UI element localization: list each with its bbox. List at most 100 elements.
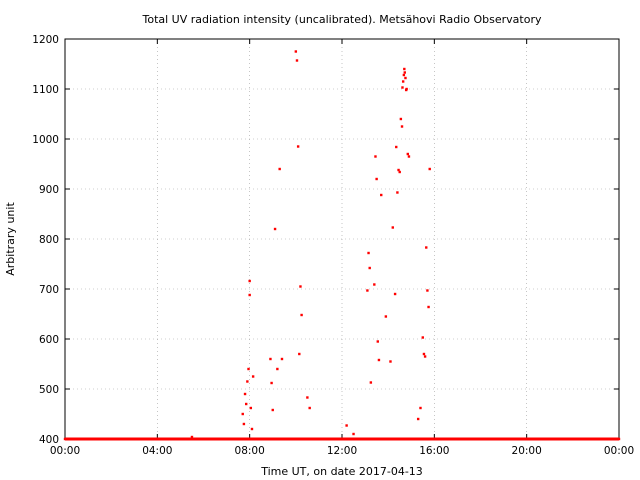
data-point [433, 437, 436, 441]
data-point [273, 227, 277, 231]
data-point [270, 381, 273, 385]
data-point [269, 357, 272, 361]
data-point [109, 437, 113, 441]
data-point [190, 435, 194, 439]
x-tick-label: 00:00 [604, 445, 634, 457]
data-point [426, 289, 429, 292]
data-point [167, 437, 171, 441]
x-tick-label: 12:00 [327, 445, 357, 457]
data-point [456, 437, 459, 441]
data-point [249, 406, 253, 410]
data-point [179, 437, 182, 441]
data-point [380, 193, 383, 197]
x-tick-label: 08:00 [235, 445, 265, 457]
data-point [295, 59, 299, 62]
x-tick-label: 04:00 [142, 445, 172, 457]
data-point [525, 437, 528, 441]
data-point [280, 357, 284, 361]
data-point [377, 358, 381, 362]
x-tick-label: 16:00 [419, 445, 449, 457]
x-axis-title: Time UT, on date 2017-04-13 [260, 465, 423, 478]
x-tick-label: 00:00 [50, 445, 80, 457]
data-point [368, 266, 371, 270]
data-point [421, 336, 424, 339]
data-point [247, 367, 250, 371]
data-point [399, 117, 403, 121]
data-point [402, 73, 406, 77]
data-point [243, 392, 247, 396]
data-point [308, 406, 311, 410]
data-point [367, 251, 370, 255]
data-point [398, 170, 401, 174]
data-point [276, 367, 279, 371]
x-tick-label: 20:00 [512, 445, 542, 457]
data-point [406, 152, 409, 156]
data-point [425, 246, 428, 249]
data-point [423, 355, 427, 358]
grid-layer [65, 39, 619, 439]
data-point [299, 285, 302, 288]
data-point-layer [63, 50, 621, 441]
data-point [395, 145, 398, 149]
data-point [121, 437, 124, 441]
data-point [242, 422, 246, 426]
data-point [404, 76, 407, 80]
data-point [548, 437, 551, 441]
data-point [366, 289, 369, 292]
y-axis-title: Arbitrary unit [4, 202, 17, 276]
data-point [278, 167, 281, 171]
data-point [419, 406, 422, 410]
data-point [202, 437, 205, 441]
data-point [156, 437, 159, 441]
data-point [225, 437, 228, 441]
data-point [571, 437, 575, 441]
y-tick-label: 700 [39, 284, 59, 296]
data-point [407, 155, 411, 158]
data-point [250, 427, 254, 431]
data-point [403, 67, 406, 71]
y-tick-label: 1000 [32, 134, 59, 146]
data-point [75, 437, 78, 441]
data-point [400, 125, 404, 128]
data-point [389, 360, 392, 363]
data-point [251, 375, 255, 378]
data-point [479, 437, 482, 441]
data-point [403, 71, 406, 74]
data-point [427, 305, 430, 309]
y-tick-label: 600 [39, 334, 59, 346]
data-point [144, 437, 147, 441]
y-tick-label: 1200 [32, 34, 59, 46]
data-point [246, 380, 249, 383]
data-point [133, 437, 136, 441]
data-point [374, 155, 377, 158]
data-point [271, 408, 274, 412]
data-point [294, 50, 298, 53]
data-point [373, 283, 376, 286]
data-point [375, 177, 378, 181]
data-point [296, 145, 300, 148]
data-point [352, 432, 355, 436]
data-point [376, 340, 379, 343]
y-tick-label: 800 [39, 234, 59, 246]
data-point [422, 352, 426, 356]
y-tick-label: 900 [39, 184, 59, 196]
data-point [306, 396, 309, 399]
data-point [384, 315, 388, 318]
data-point [416, 417, 420, 421]
data-point [248, 293, 251, 297]
y-tick-label: 400 [39, 434, 59, 446]
chart-title: Total UV radiation intensity (uncalibrat… [142, 13, 542, 26]
data-point [213, 437, 217, 441]
data-point [369, 381, 373, 384]
y-tick-label: 1100 [32, 84, 59, 96]
data-point [397, 168, 400, 172]
data-point [63, 437, 67, 441]
data-point [405, 87, 408, 91]
data-point [345, 424, 348, 427]
data-point [396, 191, 399, 194]
tick-layer: 400 500 600 700 800 900 1000 1100 1200 00:00 04:00… [32, 34, 634, 457]
data-point [502, 437, 505, 441]
data-point [300, 313, 303, 317]
data-point [391, 226, 394, 229]
